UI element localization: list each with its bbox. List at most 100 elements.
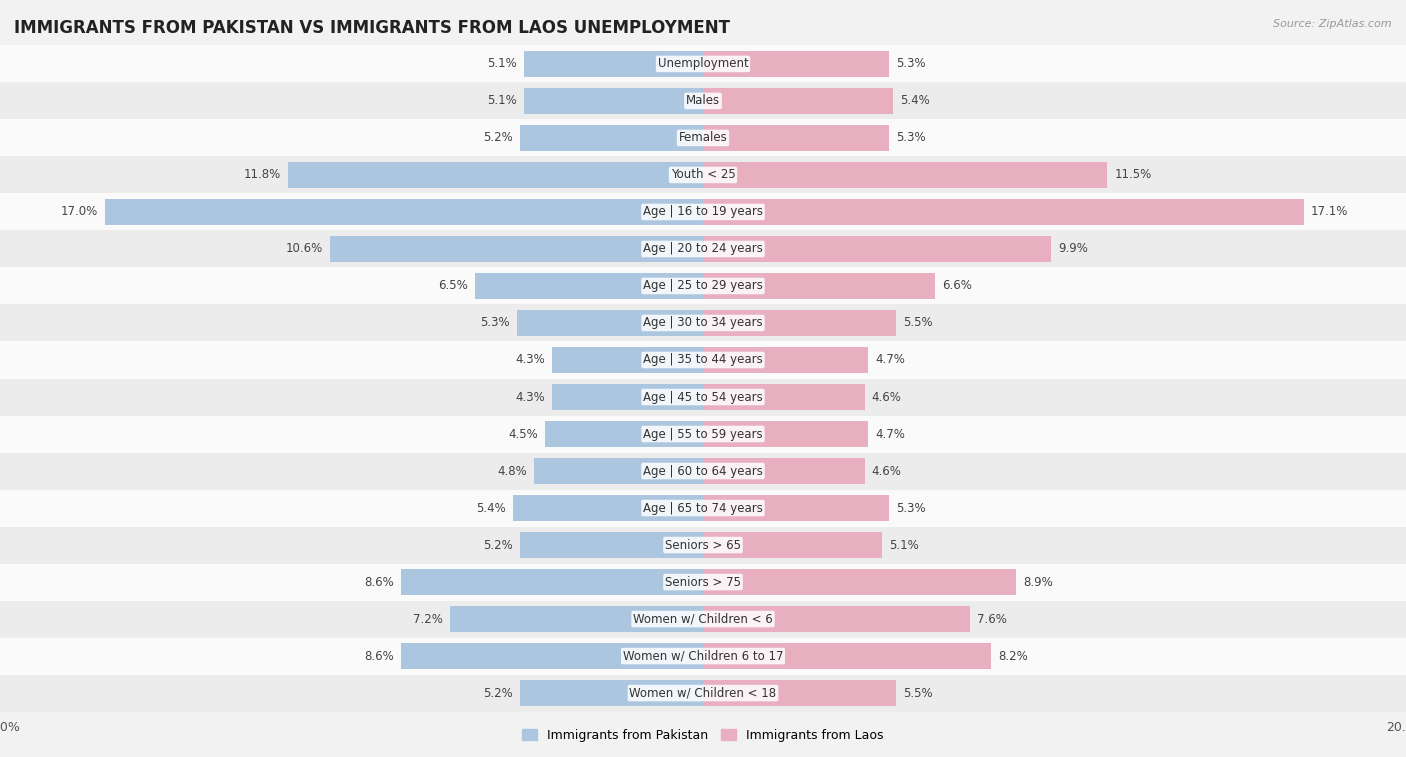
- Bar: [513, 495, 703, 522]
- Bar: [551, 384, 703, 410]
- Bar: [703, 347, 869, 373]
- Text: 5.4%: 5.4%: [900, 95, 929, 107]
- Legend: Immigrants from Pakistan, Immigrants from Laos: Immigrants from Pakistan, Immigrants fro…: [517, 724, 889, 747]
- Bar: [0, 157, 1406, 194]
- Text: Age | 16 to 19 years: Age | 16 to 19 years: [643, 205, 763, 219]
- Text: Males: Males: [686, 95, 720, 107]
- Bar: [401, 643, 703, 669]
- Text: 5.1%: 5.1%: [486, 58, 517, 70]
- Bar: [475, 273, 703, 299]
- Text: 4.7%: 4.7%: [875, 354, 905, 366]
- Text: Age | 55 to 59 years: Age | 55 to 59 years: [643, 428, 763, 441]
- Text: 4.7%: 4.7%: [875, 428, 905, 441]
- Text: 5.2%: 5.2%: [484, 538, 513, 552]
- Text: Seniors > 65: Seniors > 65: [665, 538, 741, 552]
- Text: 5.2%: 5.2%: [484, 687, 513, 699]
- Bar: [0, 267, 1406, 304]
- Bar: [0, 416, 1406, 453]
- Text: Women w/ Children < 18: Women w/ Children < 18: [630, 687, 776, 699]
- Bar: [0, 600, 1406, 637]
- Bar: [703, 51, 889, 77]
- Bar: [0, 45, 1406, 83]
- Bar: [703, 162, 1108, 188]
- Bar: [703, 273, 935, 299]
- Bar: [703, 495, 889, 522]
- Text: Unemployment: Unemployment: [658, 58, 748, 70]
- Bar: [546, 421, 703, 447]
- Text: 10.6%: 10.6%: [287, 242, 323, 255]
- Text: 8.9%: 8.9%: [1024, 575, 1053, 588]
- Bar: [0, 527, 1406, 563]
- Bar: [534, 458, 703, 484]
- Bar: [703, 458, 865, 484]
- Text: 7.2%: 7.2%: [413, 612, 443, 625]
- Bar: [0, 563, 1406, 600]
- Text: 6.5%: 6.5%: [437, 279, 467, 292]
- Text: 4.3%: 4.3%: [515, 354, 546, 366]
- Bar: [0, 453, 1406, 490]
- Text: 9.9%: 9.9%: [1057, 242, 1088, 255]
- Text: Age | 60 to 64 years: Age | 60 to 64 years: [643, 465, 763, 478]
- Text: Age | 30 to 34 years: Age | 30 to 34 years: [643, 316, 763, 329]
- Bar: [703, 569, 1015, 595]
- Text: IMMIGRANTS FROM PAKISTAN VS IMMIGRANTS FROM LAOS UNEMPLOYMENT: IMMIGRANTS FROM PAKISTAN VS IMMIGRANTS F…: [14, 19, 730, 37]
- Bar: [0, 120, 1406, 157]
- Bar: [703, 235, 1052, 262]
- Bar: [703, 606, 970, 632]
- Text: 5.3%: 5.3%: [479, 316, 510, 329]
- Bar: [703, 643, 991, 669]
- Bar: [703, 198, 1305, 226]
- Text: 5.3%: 5.3%: [897, 132, 927, 145]
- Text: Women w/ Children < 6: Women w/ Children < 6: [633, 612, 773, 625]
- Text: Age | 65 to 74 years: Age | 65 to 74 years: [643, 502, 763, 515]
- Bar: [703, 680, 897, 706]
- Text: Females: Females: [679, 132, 727, 145]
- Text: 4.3%: 4.3%: [515, 391, 546, 403]
- Text: Age | 25 to 29 years: Age | 25 to 29 years: [643, 279, 763, 292]
- Text: 11.5%: 11.5%: [1114, 169, 1152, 182]
- Text: Age | 35 to 44 years: Age | 35 to 44 years: [643, 354, 763, 366]
- Bar: [703, 531, 883, 559]
- Text: 6.6%: 6.6%: [942, 279, 972, 292]
- Text: 5.3%: 5.3%: [897, 502, 927, 515]
- Bar: [450, 606, 703, 632]
- Bar: [520, 680, 703, 706]
- Text: 8.6%: 8.6%: [364, 650, 394, 662]
- Text: 7.6%: 7.6%: [977, 612, 1007, 625]
- Text: 5.1%: 5.1%: [889, 538, 920, 552]
- Bar: [524, 51, 703, 77]
- Text: 17.1%: 17.1%: [1312, 205, 1348, 219]
- Text: 5.2%: 5.2%: [484, 132, 513, 145]
- Bar: [0, 490, 1406, 527]
- Bar: [520, 125, 703, 151]
- Bar: [0, 194, 1406, 230]
- Bar: [288, 162, 703, 188]
- Bar: [703, 384, 865, 410]
- Bar: [524, 88, 703, 114]
- Text: Age | 20 to 24 years: Age | 20 to 24 years: [643, 242, 763, 255]
- Bar: [0, 674, 1406, 712]
- Text: Age | 45 to 54 years: Age | 45 to 54 years: [643, 391, 763, 403]
- Text: 5.5%: 5.5%: [904, 316, 934, 329]
- Bar: [703, 88, 893, 114]
- Bar: [517, 310, 703, 336]
- Bar: [0, 341, 1406, 378]
- Text: 4.8%: 4.8%: [498, 465, 527, 478]
- Bar: [0, 83, 1406, 120]
- Bar: [520, 531, 703, 559]
- Bar: [703, 310, 897, 336]
- Text: 8.2%: 8.2%: [998, 650, 1028, 662]
- Text: Seniors > 75: Seniors > 75: [665, 575, 741, 588]
- Text: Women w/ Children 6 to 17: Women w/ Children 6 to 17: [623, 650, 783, 662]
- Text: Source: ZipAtlas.com: Source: ZipAtlas.com: [1274, 19, 1392, 29]
- Text: 5.1%: 5.1%: [486, 95, 517, 107]
- Bar: [401, 569, 703, 595]
- Bar: [703, 125, 889, 151]
- Text: 11.8%: 11.8%: [245, 169, 281, 182]
- Text: 5.4%: 5.4%: [477, 502, 506, 515]
- Text: 4.6%: 4.6%: [872, 465, 901, 478]
- Text: 5.5%: 5.5%: [904, 687, 934, 699]
- Text: 4.5%: 4.5%: [508, 428, 537, 441]
- Text: 8.6%: 8.6%: [364, 575, 394, 588]
- Bar: [0, 230, 1406, 267]
